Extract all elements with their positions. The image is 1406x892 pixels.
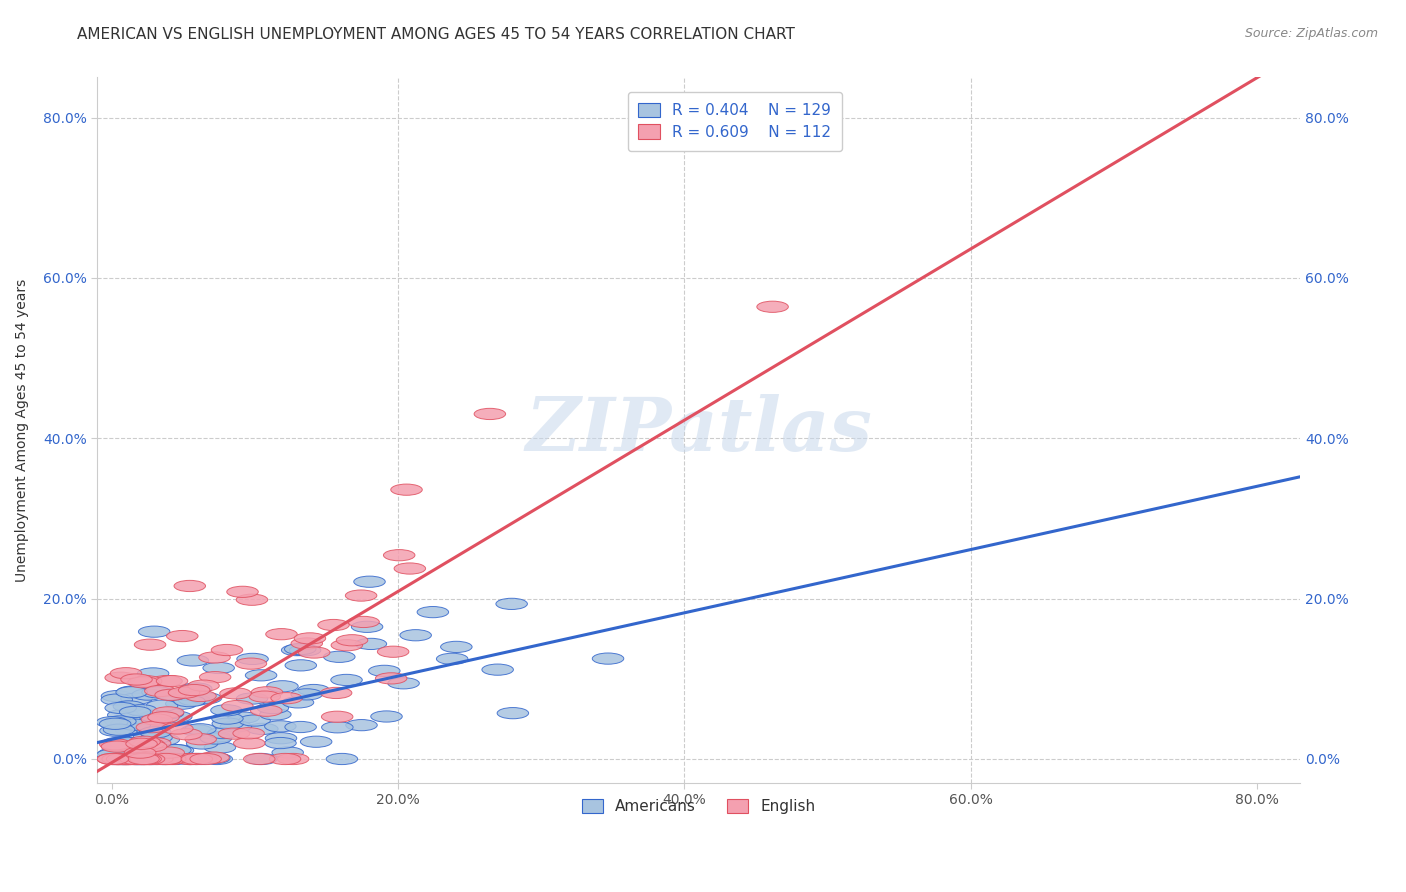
Legend: Americans, English: Americans, English — [571, 788, 827, 825]
Text: AMERICAN VS ENGLISH UNEMPLOYMENT AMONG AGES 45 TO 54 YEARS CORRELATION CHART: AMERICAN VS ENGLISH UNEMPLOYMENT AMONG A… — [77, 27, 796, 42]
Y-axis label: Unemployment Among Ages 45 to 54 years: Unemployment Among Ages 45 to 54 years — [15, 278, 30, 582]
Text: Source: ZipAtlas.com: Source: ZipAtlas.com — [1244, 27, 1378, 40]
Text: ZIPatlas: ZIPatlas — [526, 394, 872, 467]
